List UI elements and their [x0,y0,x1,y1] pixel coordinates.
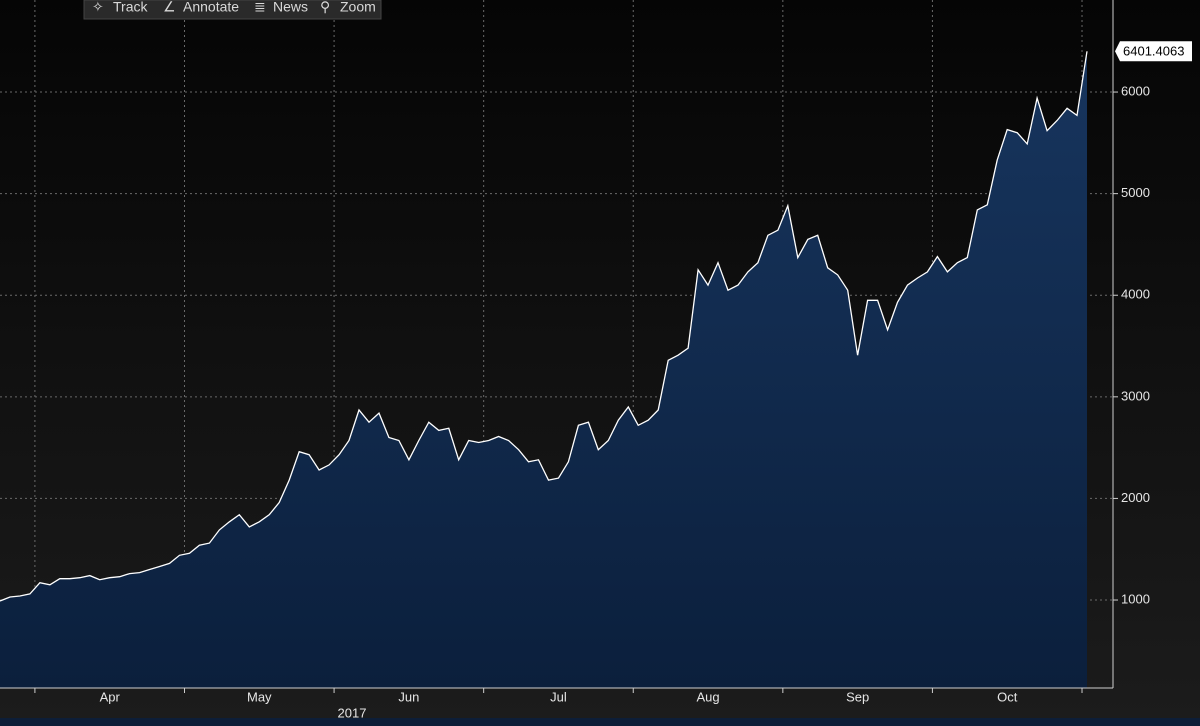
toolbar-button[interactable]: Annotate [183,0,239,15]
x-tick-label: Jun [398,689,419,704]
bottom-strip [0,718,1200,726]
x-tick-label: Sep [846,689,869,704]
last-value-label: 6401.4063 [1123,44,1184,59]
icon: ∠ [163,0,176,15]
y-tick-label: 4000 [1121,287,1150,302]
area [0,51,1087,689]
line [0,51,1088,602]
toolbar [83,0,382,20]
y-tick-label: 1000 [1121,591,1150,606]
x-tick-label: Oct [997,689,1018,704]
toolbar-button[interactable]: Zoom [340,0,376,15]
y-tick-label: 2000 [1121,490,1150,505]
x-tick-label: Apr [100,689,121,704]
x-tick-label: Aug [696,689,719,704]
x-tick-label: May [247,689,272,704]
y-tick-label: 3000 [1121,388,1150,403]
toolbar-button[interactable]: News [273,0,308,15]
icon: ✧ [92,0,104,15]
y-tick-label: 6000 [1121,83,1150,98]
year-label: 2017 [338,705,367,720]
icon: ≣ [254,0,266,15]
last-value-box [1115,41,1192,62]
icon: ⚲ [320,0,330,15]
y-tick-label: 5000 [1121,185,1150,200]
toolbar-button[interactable]: Track [113,0,148,15]
x-tick-label: Jul [550,689,567,704]
